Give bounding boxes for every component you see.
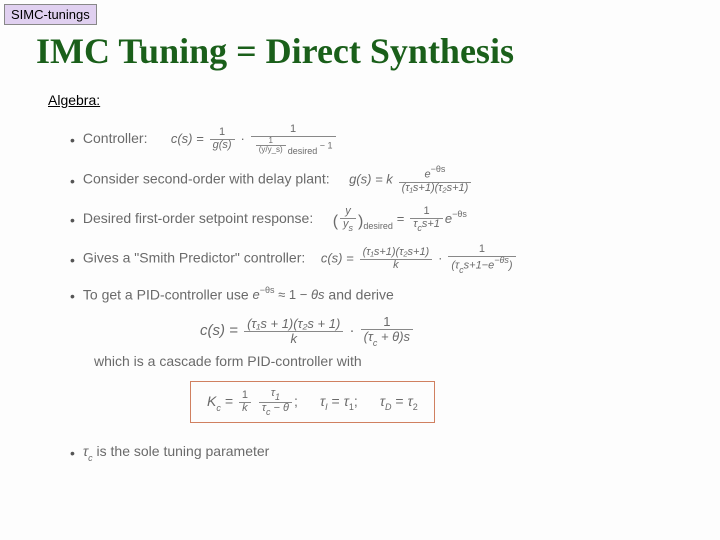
b2-lhs: g(s) = k <box>349 172 393 187</box>
b4-label: Gives a "Smith Predictor" controller: <box>83 250 305 266</box>
b5-label-b: and derive <box>328 286 393 302</box>
b3-frac: 1 τcs+1 <box>410 206 443 232</box>
big-equation: c(s) = (τ₁s + 1)(τ₂s + 1) k · 1 (τc + θ)… <box>200 315 680 347</box>
b1-lhs: c(s) = <box>171 131 204 146</box>
bullet-dot-icon: • <box>70 133 75 147</box>
bullet-dot-icon: • <box>70 174 75 188</box>
b3-eq: = <box>397 211 405 226</box>
box-kc: Kc = 1 k τ1 τc − θ ; <box>207 388 298 416</box>
content-area: • Controller: c(s) = 1 g(s) · 1 1 (y/y_s… <box>70 112 680 475</box>
b4-lhs: c(s) = <box>321 251 354 266</box>
b2-label: Consider second-order with delay plant: <box>83 171 330 187</box>
b4-dot: · <box>438 251 442 266</box>
bullet-dot-icon: • <box>70 213 75 227</box>
subtitle: Algebra: <box>48 92 100 108</box>
page-title: IMC Tuning = Direct Synthesis <box>36 30 514 72</box>
cascade-text: which is a cascade form PID-controller w… <box>94 353 680 369</box>
b5-label-a: To get a PID-controller use <box>83 286 253 302</box>
b6-label: is the sole tuning parameter <box>97 443 270 459</box>
b1-label: Controller: <box>83 130 148 146</box>
bullet-dot-icon: • <box>70 289 75 303</box>
b1-frac2: 1 1 (y/y_s) desired − 1 <box>251 124 336 154</box>
bullet-smith: • Gives a "Smith Predictor" controller: … <box>70 244 680 274</box>
bullet-pid: • To get a PID-controller use e−θs ≈ 1 −… <box>70 286 680 303</box>
b3-lhs-frac: y ys <box>340 206 356 232</box>
big-frac2: 1 (τc + θ)s <box>361 315 413 347</box>
bullet-dot-icon: • <box>70 253 75 267</box>
b2-frac: e−θs (τ₁s+1)(τ₂s+1) <box>399 166 472 194</box>
b1-dot: · <box>240 131 244 146</box>
box-ti: τI = τ1; <box>320 393 358 412</box>
bullet-desired: • Desired first-order setpoint response:… <box>70 206 680 232</box>
corner-tag: SIMC-tunings <box>4 4 97 25</box>
b3-label: Desired first-order setpoint response: <box>83 210 313 226</box>
bullet-dot-icon: • <box>70 446 75 460</box>
bullet-plant: • Consider second-order with delay plant… <box>70 166 680 194</box>
b4-frac1: (τ₁s+1)(τ₂s+1) k <box>360 247 433 271</box>
box-td: τD = τ2 <box>380 393 418 412</box>
bullet-tauc: • τc is the sole tuning parameter <box>70 443 680 462</box>
b4-frac2: 1 (τcs+1−e−θs) <box>448 244 515 274</box>
b5-approx: e−θs ≈ 1 − θs <box>253 287 325 302</box>
bullet-controller: • Controller: c(s) = 1 g(s) · 1 1 (y/y_s… <box>70 124 680 154</box>
b1-frac1: 1 g(s) <box>210 127 235 151</box>
boxed-result: Kc = 1 k τ1 τc − θ ; τI = τ1; τD = τ2 <box>190 381 435 423</box>
big-frac1: (τ₁s + 1)(τ₂s + 1) k <box>244 317 343 345</box>
